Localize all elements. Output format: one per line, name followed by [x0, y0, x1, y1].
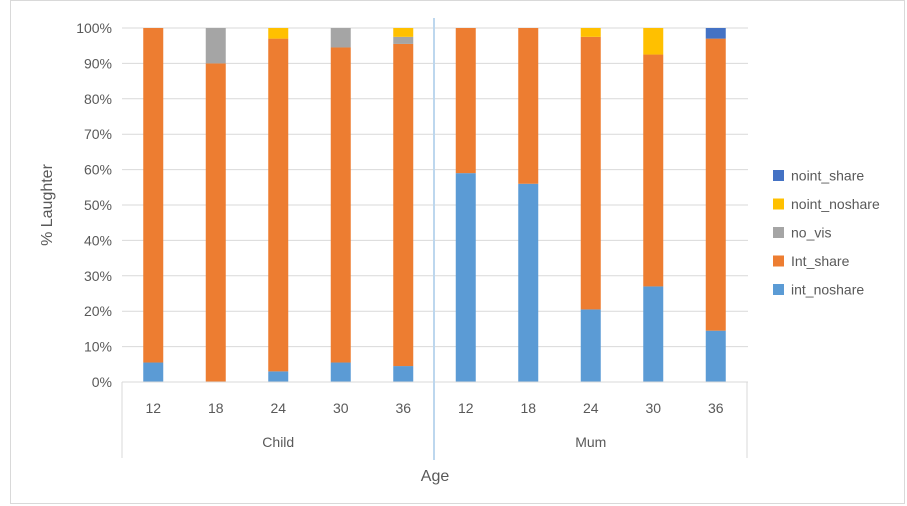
legend-label: int_noshare [791, 282, 864, 298]
x-tick-label: 30 [333, 400, 349, 416]
y-tick-label: 20% [84, 303, 112, 319]
x-tick-label: 24 [583, 400, 599, 416]
legend-swatch [773, 198, 784, 210]
y-axis-title: % Laughter [39, 163, 56, 246]
bar-segment-int-share [580, 36, 601, 310]
bar-segment-noint-noshare [393, 28, 414, 37]
legend-swatch [773, 284, 784, 295]
y-tick-label: 0% [92, 374, 112, 390]
bar-segment-noint-share [705, 28, 726, 39]
bar-segment-int-noshare [268, 371, 289, 382]
x-group-label: Mum [575, 434, 606, 450]
bar-segment-no-vis [205, 28, 226, 64]
legend-swatch [773, 170, 784, 181]
y-tick-label: 70% [84, 126, 112, 142]
y-tick-label: 90% [84, 55, 112, 71]
bar-segment-noint-noshare [643, 28, 664, 55]
y-tick-label: 30% [84, 268, 112, 284]
bar-segment-int-noshare [705, 330, 726, 382]
bar-segment-int-share [393, 43, 414, 367]
bar-segment-noint-noshare [580, 28, 601, 37]
bar-segment-int-noshare [580, 309, 601, 382]
x-axis-title: Age [421, 468, 450, 485]
bar-segment-int-share [455, 28, 476, 174]
x-tick-label: 18 [208, 400, 224, 416]
bar-segment-int-share [330, 47, 351, 363]
bar-segment-int-noshare [393, 366, 414, 382]
bar-segment-int-noshare [143, 362, 164, 382]
bar-segment-int-noshare [518, 183, 539, 382]
x-tick-label: 36 [708, 400, 724, 416]
bar-segment-int-share [268, 38, 289, 372]
x-tick-label: 12 [458, 400, 474, 416]
bar-segment-int-noshare [455, 173, 476, 382]
legend-label: noint_noshare [791, 196, 880, 212]
legend-swatch [773, 255, 784, 267]
bar-segment-int-share [518, 28, 539, 184]
bar-segment-int-share [143, 28, 164, 363]
bar-segment-int-share [705, 38, 726, 331]
y-tick-label: 10% [84, 339, 112, 355]
bar-segment-int-noshare [330, 362, 351, 382]
bar-segment-no-vis [393, 36, 414, 44]
bar-segment-noint-noshare [268, 28, 289, 39]
x-tick-label: 24 [270, 400, 286, 416]
bar-segment-no-vis [330, 28, 351, 48]
legend-label: noint_share [791, 168, 864, 184]
x-tick-label: 12 [145, 400, 161, 416]
y-tick-label: 60% [84, 162, 112, 178]
x-tick-label: 36 [395, 400, 411, 416]
x-tick-label: 18 [520, 400, 536, 416]
legend-label: Int_share [791, 253, 850, 269]
bar-segment-int-share [643, 54, 664, 287]
x-tick-label: 30 [645, 400, 661, 416]
legend-label: no_vis [791, 225, 831, 241]
y-tick-label: 80% [84, 91, 112, 107]
y-tick-label: 100% [76, 20, 112, 36]
legend: noint_share noint_noshare no_vis Int_sharei… [773, 168, 880, 298]
plot-area [143, 28, 726, 383]
legend-swatch [773, 227, 784, 238]
x-group-label: Child [262, 434, 294, 450]
y-tick-label: 40% [84, 232, 112, 248]
x-axis: 12 18 24 30 36 12 18 24 30 36 Child Mum [121, 381, 748, 458]
bar-segment-int-noshare [643, 286, 664, 382]
y-tick-label: 50% [84, 197, 112, 213]
bar-segment-int-share [205, 63, 226, 383]
y-axis: 0% 10% 20% 30% 40% 50% 60% 70% 80% 90% 100% [76, 20, 112, 390]
